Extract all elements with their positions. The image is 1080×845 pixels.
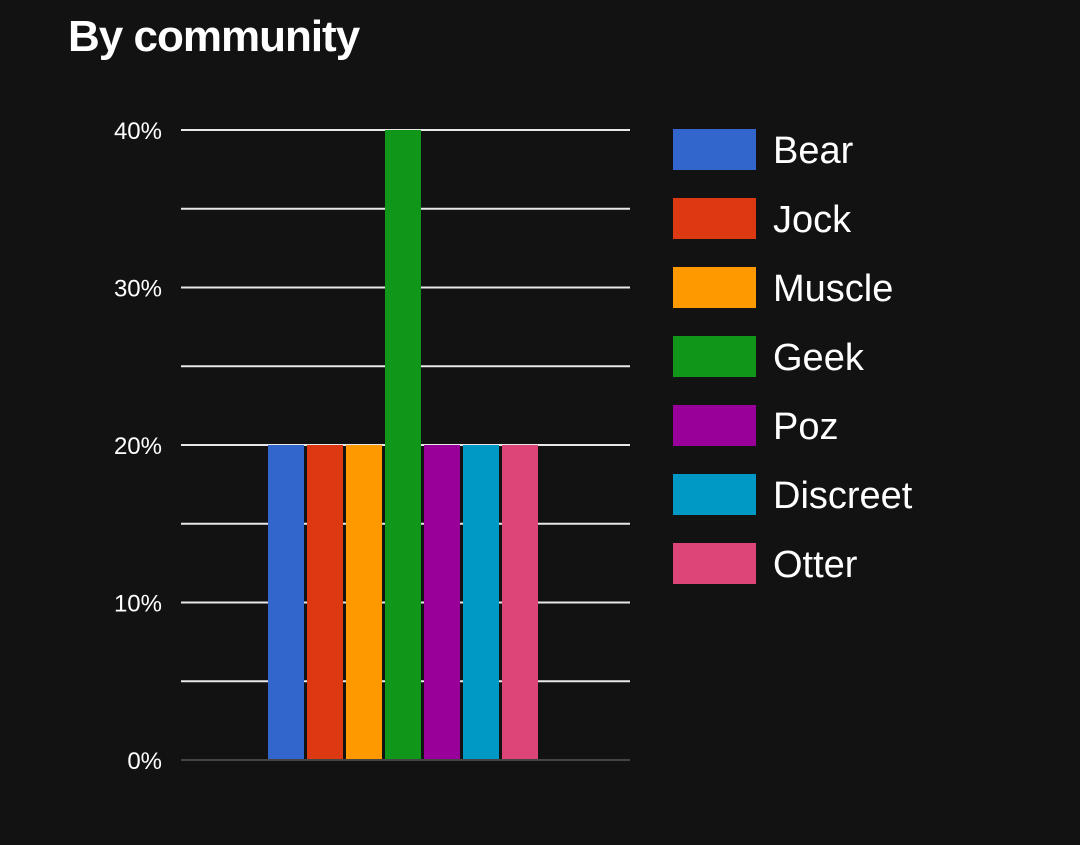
legend-swatch-geek bbox=[673, 336, 756, 377]
legend-label-otter: Otter bbox=[773, 544, 858, 586]
bar-bear bbox=[268, 445, 304, 760]
y-axis-ticks: 0% 10% 20% 30% 40% bbox=[114, 118, 162, 775]
legend-swatch-poz bbox=[673, 405, 756, 446]
legend-swatch-bear bbox=[673, 129, 756, 170]
legend-label-jock: Jock bbox=[773, 199, 852, 241]
bars bbox=[268, 130, 538, 760]
y-tick-label: 20% bbox=[114, 433, 162, 460]
legend-label-bear: Bear bbox=[773, 130, 854, 172]
legend-label-poz: Poz bbox=[773, 406, 838, 448]
legend-label-muscle: Muscle bbox=[773, 268, 893, 310]
y-tick-label: 0% bbox=[127, 748, 162, 775]
bar-geek bbox=[385, 130, 421, 760]
bar-otter bbox=[502, 445, 538, 760]
bar-jock bbox=[307, 445, 343, 760]
y-tick-label: 40% bbox=[114, 118, 162, 145]
legend-swatch-otter bbox=[673, 543, 756, 584]
y-tick-label: 10% bbox=[114, 591, 162, 618]
y-tick-label: 30% bbox=[114, 276, 162, 303]
legend: Bear Jock Muscle Geek Poz Discreet Otter bbox=[673, 129, 913, 586]
legend-swatch-jock bbox=[673, 198, 756, 239]
chart-title: By community bbox=[68, 12, 360, 61]
legend-label-discreet: Discreet bbox=[773, 475, 913, 517]
bar-muscle bbox=[346, 445, 382, 760]
bar-poz bbox=[424, 445, 460, 760]
legend-swatch-discreet bbox=[673, 474, 756, 515]
legend-swatch-muscle bbox=[673, 267, 756, 308]
legend-label-geek: Geek bbox=[773, 337, 865, 379]
bar-discreet bbox=[463, 445, 499, 760]
